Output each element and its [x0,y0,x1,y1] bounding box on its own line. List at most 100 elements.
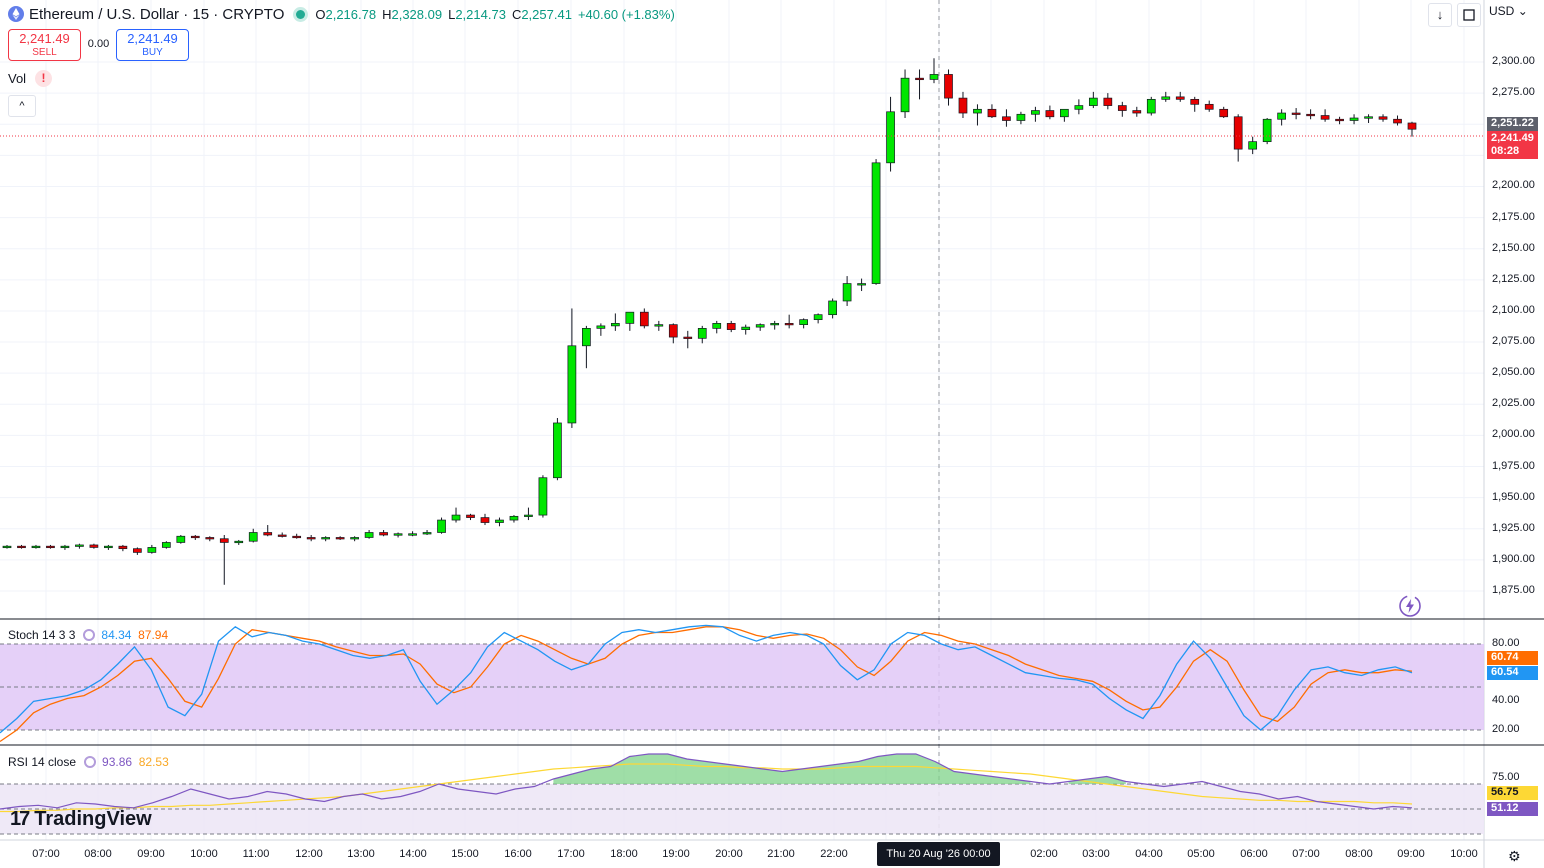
candle-body [118,545,128,550]
candle-body [697,328,707,339]
candle-body [1190,98,1200,105]
candle-body [1103,97,1113,106]
rsi-legend[interactable]: RSI 14 close 93.86 82.53 [8,755,169,769]
candle-body [1291,112,1301,115]
candle-body [1175,96,1185,100]
candle-body [712,323,722,329]
time-tick-label: 18:00 [610,848,638,860]
candle-body [1219,108,1229,118]
candle-body [350,537,359,540]
candle-body [277,534,287,537]
candle-body [1146,98,1156,114]
candle-body [987,108,997,118]
time-tick-label: 05:00 [1187,848,1215,860]
download-icon[interactable]: ↓ [1428,3,1452,27]
buy-button[interactable]: 2,241.49 BUY [116,29,189,61]
lightning-icon[interactable] [1398,594,1422,618]
time-tick-label: 16:00 [504,848,532,860]
sell-label: SELL [32,47,57,58]
candle-body [1002,116,1011,121]
rsi-tag: 51.12 [1487,802,1538,816]
currency-selector[interactable]: USD ⌄ [1489,4,1528,18]
candle-body [582,328,591,347]
time-tick-label: 15:00 [451,848,479,860]
refresh-icon[interactable] [84,756,97,768]
candle-body [321,537,331,540]
candle-body [524,514,533,517]
market-open-icon [296,9,306,19]
candle-body [726,323,736,330]
candle-body [31,545,41,549]
price-tick-label: 2,275.00 [1492,86,1535,99]
rsi-ma-line [0,763,1413,813]
candle-body [205,537,215,540]
refresh-icon[interactable] [83,629,96,641]
candle-body [611,323,620,327]
symbol-title[interactable]: Ethereum / U.S. Dollar · 15 · CRYPTO [29,5,285,23]
candle-body [495,519,504,523]
time-tick-label: 09:00 [1397,848,1425,860]
time-tick-label: 13:00 [347,848,375,860]
candle-body [1335,118,1344,122]
candle-body [567,345,577,424]
candle-body [408,533,417,536]
candle-body [799,319,808,325]
sell-button[interactable]: 2,241.49 SELL [8,29,81,61]
price-tick-label: 1,975.00 [1492,459,1535,472]
time-tick-label: 12:00 [295,848,323,860]
price-tick-label: 2,300.00 [1492,55,1535,67]
candle-body [509,515,519,521]
candle-body [219,538,229,543]
candle-body [871,162,881,284]
candle-body [466,514,475,518]
candle-body [828,300,837,316]
ohlc-high: H2,328.09 [382,6,443,22]
ethereum-icon [8,6,24,22]
settings-icon[interactable]: ⚙ [1508,848,1521,864]
time-tick-label: 02:00 [1030,848,1058,860]
bar-countdown: 08:28 [1491,145,1520,157]
candle-body [770,323,780,326]
collapse-legend-button[interactable]: ^ [8,95,36,117]
ohlc-close: C2,257.41 [511,6,572,22]
price-tick-label: 2,050.00 [1492,366,1535,379]
rsi-overbought-fill [1068,776,1126,784]
candle-body [596,325,606,329]
candle-body [437,519,446,533]
time-tick-label: 09:00 [137,848,165,860]
time-tick-label: 19:00 [662,848,690,860]
candle-body [1364,116,1373,119]
candle-body [625,311,635,324]
price-tick-label: 1,875.00 [1492,584,1535,596]
current-price-tag: 2,241.49 08:28 [1487,131,1538,159]
rsi-line [0,753,1413,810]
candle-body [1320,115,1330,120]
candle-body [944,74,953,99]
candle-body [104,545,113,549]
last-price-tag: 2,251.22 [1487,117,1538,131]
volume-label[interactable]: Vol [8,71,27,86]
candle-body [2,545,12,549]
sell-price: 2,241.49 [19,31,70,46]
time-tick-label: 22:00 [820,848,848,860]
candle-body [147,547,157,553]
candle-body [1407,122,1417,130]
candle-body [1088,97,1098,106]
ohlc-open: O2,216.78 [315,6,377,22]
candle-body [176,535,186,543]
tradingview-logo[interactable]: 17 TradingView [10,808,152,830]
candle-body [379,532,388,536]
pane-separators [0,618,1544,746]
warning-icon[interactable]: ! [35,70,52,87]
price-tick-label: 1,900.00 [1492,552,1535,565]
fullscreen-icon[interactable] [1457,3,1481,27]
time-tick-label: 03:00 [1082,848,1110,860]
candle-body [1161,96,1171,100]
stoch-legend[interactable]: Stoch 14 3 3 84.34 87.94 [8,628,169,642]
candle-body [1045,110,1055,118]
time-tick-label: 06:00 [1240,848,1268,860]
candle-body [1262,118,1272,143]
candle-body [46,545,55,549]
candle-body [1248,141,1258,150]
